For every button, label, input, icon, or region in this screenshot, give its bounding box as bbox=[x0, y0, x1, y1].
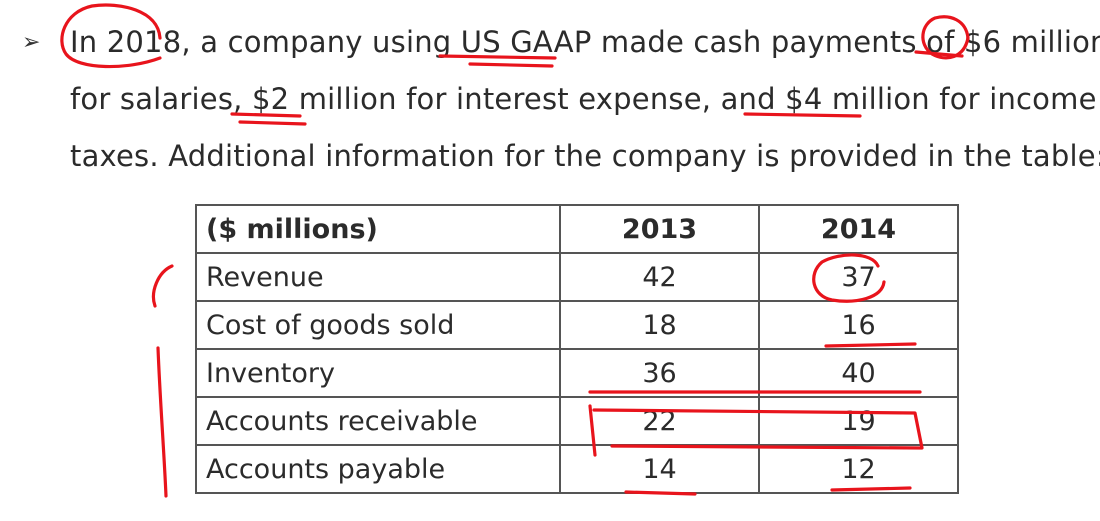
cell-2013: 42 bbox=[559, 252, 760, 302]
table-row: Inventory 36 40 bbox=[194, 348, 959, 398]
bullet-arrow-icon: ➢ bbox=[22, 30, 41, 55]
cell-2013: 18 bbox=[559, 300, 760, 350]
row-label: Accounts payable bbox=[194, 444, 562, 494]
table-row: Cost of goods sold 18 16 bbox=[194, 300, 959, 350]
cell-2014: 40 bbox=[758, 348, 959, 398]
cell-2013: 22 bbox=[559, 396, 760, 446]
table-row: Accounts receivable 22 19 bbox=[194, 396, 959, 446]
paragraph-line-2: for salaries, $2 million for interest ex… bbox=[70, 82, 1097, 116]
header-millions: ($ millions) bbox=[194, 204, 562, 254]
paragraph-line-3: taxes. Additional information for the co… bbox=[70, 139, 1100, 173]
cell-2014: 16 bbox=[758, 300, 959, 350]
cell-2013: 14 bbox=[559, 444, 760, 494]
question-paragraph: In 2018, a company using US GAAP made ca… bbox=[70, 14, 1100, 185]
header-2014: 2014 bbox=[758, 204, 959, 254]
table-row: Revenue 42 37 bbox=[194, 252, 959, 302]
brace-rows bbox=[151, 264, 174, 498]
row-label: Cost of goods sold bbox=[194, 300, 562, 350]
cell-2013: 36 bbox=[559, 348, 760, 398]
cell-2014: 19 bbox=[758, 396, 959, 446]
paragraph-line-1: In 2018, a company using US GAAP made ca… bbox=[70, 25, 1100, 59]
table-header-row: ($ millions) 2013 2014 bbox=[194, 204, 959, 254]
row-label: Accounts receivable bbox=[194, 396, 562, 446]
row-label: Revenue bbox=[194, 252, 562, 302]
cell-2014: 12 bbox=[758, 444, 959, 494]
financial-data-table: ($ millions) 2013 2014 Revenue 42 37 Cos… bbox=[194, 204, 959, 494]
row-label: Inventory bbox=[194, 348, 562, 398]
cell-2014: 37 bbox=[758, 252, 959, 302]
table-row: Accounts payable 14 12 bbox=[194, 444, 959, 494]
header-2013: 2013 bbox=[559, 204, 760, 254]
